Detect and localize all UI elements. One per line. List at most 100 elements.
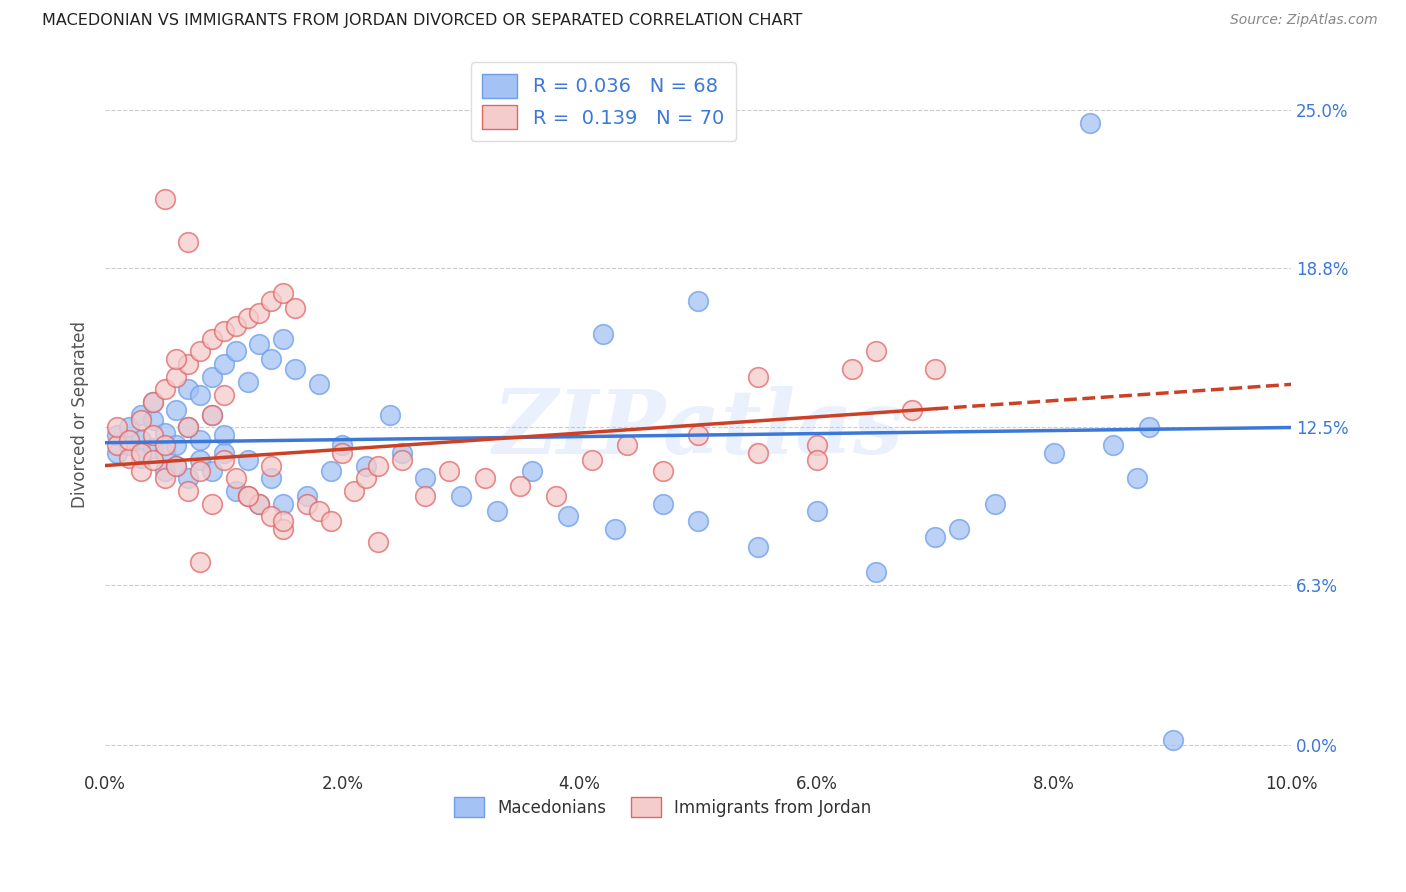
Point	[188, 433, 211, 447]
Point	[236, 375, 259, 389]
Point	[225, 483, 247, 498]
Point	[415, 489, 437, 503]
Point	[605, 522, 627, 536]
Point	[177, 471, 200, 485]
Point	[747, 540, 769, 554]
Point	[129, 450, 152, 465]
Point	[165, 402, 187, 417]
Point	[177, 235, 200, 250]
Point	[474, 471, 496, 485]
Point	[271, 285, 294, 300]
Point	[295, 497, 318, 511]
Point	[865, 344, 887, 359]
Point	[688, 293, 710, 308]
Point	[129, 413, 152, 427]
Point	[188, 555, 211, 569]
Point	[806, 504, 828, 518]
Point	[319, 464, 342, 478]
Point	[177, 483, 200, 498]
Point	[212, 324, 235, 338]
Point	[201, 464, 224, 478]
Point	[212, 428, 235, 442]
Point	[354, 471, 377, 485]
Point	[212, 357, 235, 371]
Point	[153, 471, 176, 485]
Point	[415, 471, 437, 485]
Point	[354, 458, 377, 473]
Point	[332, 438, 354, 452]
Point	[201, 332, 224, 346]
Point	[225, 471, 247, 485]
Point	[236, 311, 259, 326]
Point	[142, 395, 165, 409]
Point	[153, 446, 176, 460]
Point	[924, 530, 946, 544]
Text: MACEDONIAN VS IMMIGRANTS FROM JORDAN DIVORCED OR SEPARATED CORRELATION CHART: MACEDONIAN VS IMMIGRANTS FROM JORDAN DIV…	[42, 13, 803, 29]
Point	[450, 489, 472, 503]
Point	[284, 301, 307, 316]
Point	[142, 428, 165, 442]
Point	[105, 420, 128, 434]
Point	[153, 383, 176, 397]
Point	[212, 387, 235, 401]
Point	[225, 344, 247, 359]
Point	[806, 438, 828, 452]
Point	[118, 420, 141, 434]
Point	[865, 565, 887, 579]
Point	[165, 351, 187, 366]
Point	[557, 509, 579, 524]
Point	[142, 395, 165, 409]
Point	[1078, 116, 1101, 130]
Point	[105, 428, 128, 442]
Point	[688, 514, 710, 528]
Point	[308, 377, 330, 392]
Point	[153, 425, 176, 440]
Point	[129, 408, 152, 422]
Point	[841, 362, 863, 376]
Point	[544, 489, 567, 503]
Legend: Macedonians, Immigrants from Jordan: Macedonians, Immigrants from Jordan	[446, 789, 880, 826]
Point	[343, 483, 366, 498]
Point	[747, 369, 769, 384]
Point	[105, 446, 128, 460]
Point	[260, 509, 283, 524]
Point	[319, 514, 342, 528]
Point	[249, 497, 271, 511]
Y-axis label: Divorced or Separated: Divorced or Separated	[72, 321, 89, 508]
Point	[284, 362, 307, 376]
Point	[271, 332, 294, 346]
Point	[485, 504, 508, 518]
Point	[295, 489, 318, 503]
Point	[142, 413, 165, 427]
Point	[271, 497, 294, 511]
Point	[129, 446, 152, 460]
Point	[177, 420, 200, 434]
Point	[260, 293, 283, 308]
Point	[236, 453, 259, 467]
Point	[236, 489, 259, 503]
Point	[201, 497, 224, 511]
Point	[948, 522, 970, 536]
Point	[201, 369, 224, 384]
Point	[509, 479, 531, 493]
Point	[201, 408, 224, 422]
Point	[188, 387, 211, 401]
Point	[212, 446, 235, 460]
Point	[271, 522, 294, 536]
Point	[118, 450, 141, 465]
Text: ZIPatlas: ZIPatlas	[492, 385, 904, 472]
Point	[900, 402, 922, 417]
Point	[308, 504, 330, 518]
Point	[391, 453, 413, 467]
Point	[142, 453, 165, 467]
Point	[1161, 732, 1184, 747]
Point	[118, 433, 141, 447]
Point	[260, 458, 283, 473]
Point	[165, 458, 187, 473]
Point	[592, 326, 614, 341]
Point	[1137, 420, 1160, 434]
Point	[984, 497, 1007, 511]
Point	[271, 514, 294, 528]
Point	[747, 446, 769, 460]
Point	[225, 318, 247, 333]
